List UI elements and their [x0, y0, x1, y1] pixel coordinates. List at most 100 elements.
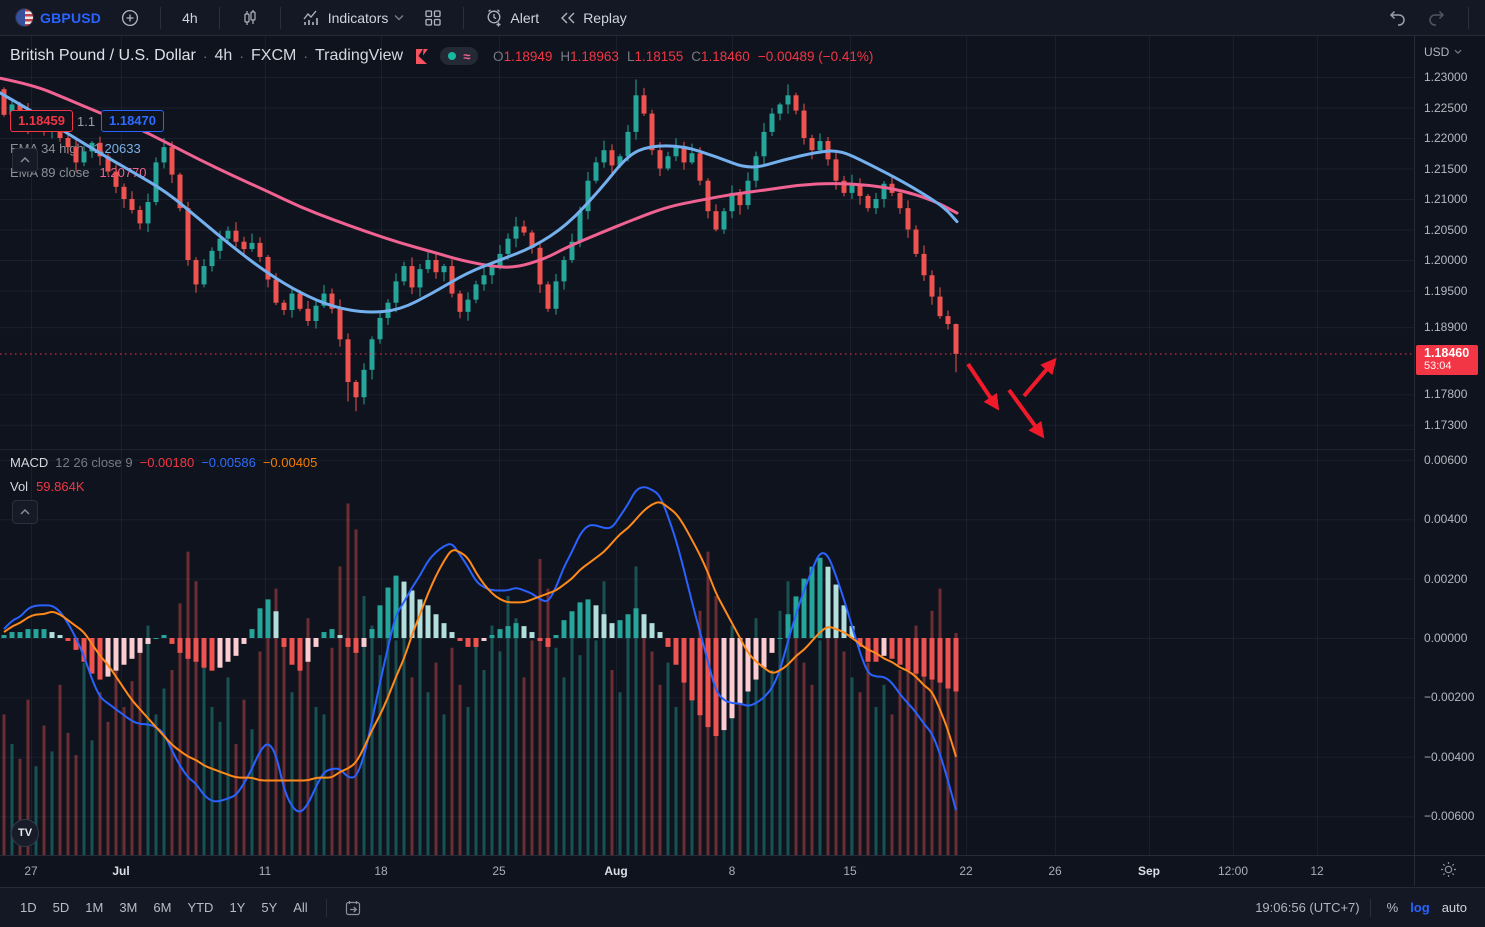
- time-tick-label: Aug: [604, 864, 628, 878]
- trend-arrow-drawing: [1007, 388, 1045, 439]
- volume-layer: [2, 503, 958, 855]
- plus-circle-icon: [121, 9, 139, 27]
- range-5y[interactable]: 5Y: [261, 900, 278, 915]
- candlestick-icon: [241, 9, 259, 27]
- price-tick-label: 1.19500: [1424, 283, 1468, 298]
- log-scale-toggle[interactable]: log: [1410, 900, 1430, 915]
- macd-hist-value: −0.00180: [139, 455, 195, 470]
- time-tick-label: Jul: [112, 864, 130, 878]
- toolbar-divider: [279, 6, 281, 29]
- delayed-data-icon: ≈: [463, 48, 471, 64]
- auto-scale-toggle[interactable]: auto: [1441, 900, 1467, 915]
- range-1d[interactable]: 1D: [20, 900, 37, 915]
- last-price-badge[interactable]: 1.18460 53:04: [1416, 344, 1478, 375]
- go-to-date-button[interactable]: [337, 896, 370, 920]
- undo-icon: [1387, 10, 1407, 26]
- redo-icon: [1427, 10, 1447, 26]
- price-tick-label: 1.17300: [1424, 417, 1468, 432]
- price-tick-label: 1.21500: [1424, 161, 1468, 176]
- trend-arrow-drawing: [966, 362, 1000, 411]
- grid-layer: [0, 36, 1485, 886]
- market-status-pill[interactable]: ≈: [440, 47, 479, 65]
- range-ytd[interactable]: YTD: [187, 900, 214, 915]
- volume-legend[interactable]: Vol 59.864K: [10, 479, 85, 494]
- time-tick-label: 18: [374, 864, 388, 878]
- macd-pane-collapse-button[interactable]: [12, 500, 38, 524]
- range-5d[interactable]: 5D: [52, 900, 70, 915]
- layout-grid-button[interactable]: [417, 5, 449, 31]
- indicators-button[interactable]: Indicators: [295, 5, 412, 31]
- change-value: −0.00489 (−0.41%): [757, 48, 874, 64]
- macd-legend[interactable]: MACD 12 26 close 9 −0.00180 −0.00586 −0.…: [10, 455, 318, 470]
- price-tick-label: 1.20500: [1424, 222, 1468, 237]
- replay-button[interactable]: Replay: [552, 6, 634, 30]
- price-tick-label: 1.20000: [1424, 253, 1468, 267]
- chevron-down-icon: [1454, 49, 1462, 55]
- legend-title: British Pound / U.S. Dollar: [10, 47, 196, 64]
- ema-lines-layer: [0, 76, 959, 314]
- macd-tick-label: −0.00600: [1424, 809, 1475, 824]
- alarm-clock-icon: [485, 8, 504, 27]
- toolbar-divider: [1369, 898, 1371, 917]
- session-brightness-icon[interactable]: [1440, 861, 1457, 883]
- currency-axis-toggle[interactable]: USD: [1424, 45, 1462, 59]
- compare-add-button[interactable]: [114, 5, 146, 31]
- chart-style-button[interactable]: [234, 5, 266, 31]
- range-1y[interactable]: 1Y: [229, 900, 246, 915]
- time-tick-label: 22: [959, 864, 973, 878]
- range-3m[interactable]: 3M: [119, 900, 138, 915]
- ema34-value: 1.20633: [93, 141, 141, 156]
- macd-tick-label: 0.00600: [1424, 452, 1468, 467]
- price-label-red[interactable]: 1.18459: [10, 110, 73, 132]
- open-value: 1.18949: [503, 48, 553, 64]
- interval-label: 4h: [182, 9, 198, 26]
- main-pane-collapse-button[interactable]: [12, 148, 38, 172]
- legend-exchange: FXCM: [251, 47, 297, 64]
- indicators-icon: [302, 9, 322, 27]
- price-label-blue[interactable]: 1.18470: [101, 110, 164, 132]
- ohlc-values: O1.18949 H1.18963 L1.18155 C1.18460 −0.0…: [493, 48, 874, 64]
- ema89-line: [0, 76, 959, 269]
- drawing-arrows[interactable]: [966, 357, 1057, 439]
- price-label-gray: 1.1: [77, 114, 96, 129]
- redo-button[interactable]: [1420, 6, 1454, 30]
- chart-region: British Pound / U.S. Dollar · 4h · FXCM …: [0, 36, 1485, 887]
- low-value: 1.18155: [634, 48, 684, 64]
- macd-tick-label: −0.00400: [1424, 749, 1475, 764]
- symbol-legend[interactable]: British Pound / U.S. Dollar · 4h · FXCM …: [10, 47, 874, 65]
- gbpusd-flag-icon: [15, 8, 34, 27]
- time-tick-label: 12:00: [1217, 864, 1249, 878]
- calendar-goto-icon: [345, 900, 360, 915]
- price-tick-label: 1.18900: [1424, 320, 1468, 335]
- chevron-down-icon: [394, 14, 404, 21]
- toolbar-divider: [218, 6, 220, 29]
- last-price-value: 1.18460: [1424, 345, 1470, 360]
- time-tick-label: 25: [492, 864, 506, 878]
- legend-vendor: TradingView: [315, 47, 404, 64]
- alert-button[interactable]: Alert: [478, 4, 546, 31]
- time-tick-label: 12: [1310, 864, 1324, 878]
- range-6m[interactable]: 6M: [153, 900, 172, 915]
- alert-label: Alert: [510, 9, 540, 26]
- range-1m[interactable]: 1M: [85, 900, 104, 915]
- toolbar-divider: [160, 6, 162, 29]
- replay-rewind-icon: [559, 10, 577, 26]
- macd-signal-value: −0.00405: [262, 455, 318, 470]
- chevron-up-icon: [20, 509, 30, 515]
- macd-tick-label: −0.00200: [1424, 690, 1475, 705]
- clock-utc[interactable]: 19:06:56 (UTC+7): [1255, 900, 1360, 915]
- time-tick-label: Sep: [1137, 864, 1160, 878]
- time-tick-label: 11: [258, 864, 272, 878]
- percent-scale-toggle[interactable]: %: [1386, 900, 1399, 915]
- chart-canvas[interactable]: [0, 36, 1485, 887]
- replay-label: Replay: [583, 9, 627, 26]
- interval-button[interactable]: 4h: [175, 6, 205, 30]
- undo-button[interactable]: [1380, 6, 1414, 30]
- symbol-button[interactable]: GBPUSD: [8, 4, 108, 31]
- volume-value: 59.864K: [36, 479, 85, 494]
- tradingview-logo[interactable]: TV: [11, 819, 39, 847]
- range-all[interactable]: All: [293, 900, 308, 915]
- high-value: 1.18963: [570, 48, 619, 64]
- close-value: 1.18460: [701, 48, 750, 64]
